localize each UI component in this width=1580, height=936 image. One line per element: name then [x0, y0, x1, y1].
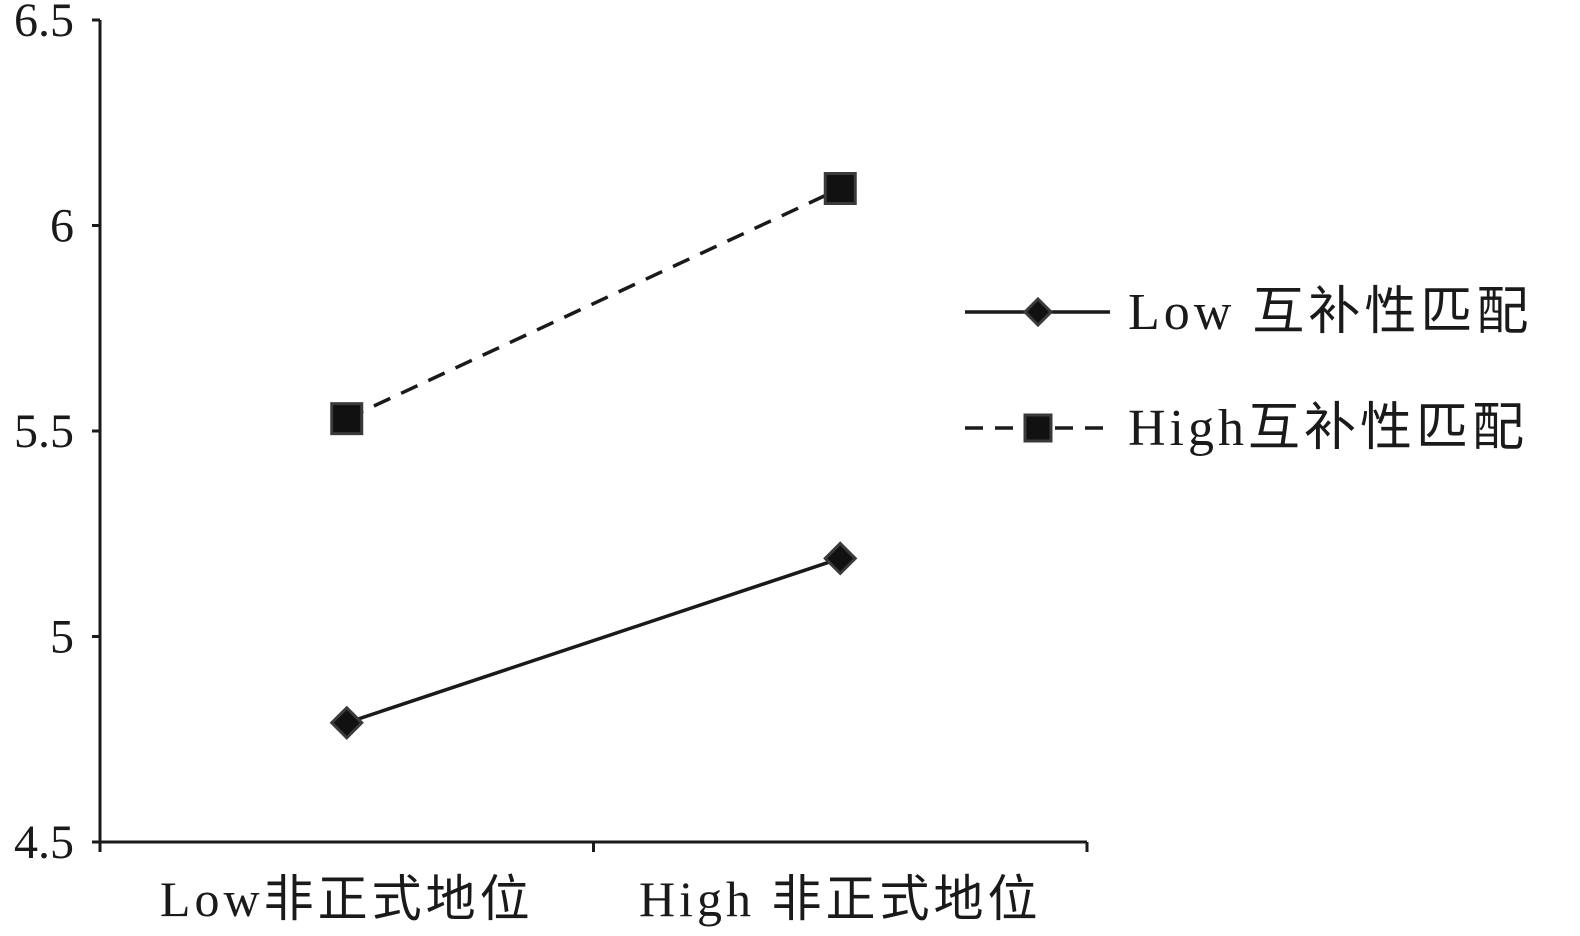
legend-label: High互补性匹配 [1128, 400, 1528, 457]
legend-item: Low 互补性匹配 [965, 284, 1532, 341]
axes [98, 20, 1087, 844]
y-tick-label: 6 [50, 200, 74, 253]
legend-item: High互补性匹配 [965, 400, 1528, 457]
series-group [329, 172, 858, 740]
y-tick-label: 6.5 [14, 0, 74, 47]
x-axis-ticks: Low非正式地位 High 非正式地位 [98, 842, 1089, 927]
x-category-label: High 非正式地位 [639, 871, 1042, 927]
series-line [346, 556, 841, 725]
legend: Low 互补性匹配 High互补性匹配 [965, 284, 1532, 457]
data-point-square [823, 172, 857, 206]
data-point-square [330, 402, 364, 436]
series-line [346, 186, 841, 421]
y-tick-label: 5 [50, 611, 74, 664]
series-square [330, 172, 857, 436]
data-point-diamond [823, 541, 858, 576]
y-axis-ticks: 4.5 5 5.5 6 6.5 [14, 0, 100, 869]
x-category-label: Low非正式地位 [160, 871, 534, 927]
legend-marker-square [1023, 413, 1053, 443]
legend-label: Low 互补性匹配 [1128, 284, 1532, 341]
series-diamond [329, 541, 858, 740]
y-tick-label: 5.5 [14, 405, 74, 458]
y-tick-label: 4.5 [14, 816, 74, 869]
data-point-diamond [329, 705, 364, 740]
legend-marker-diamond [1022, 296, 1054, 328]
